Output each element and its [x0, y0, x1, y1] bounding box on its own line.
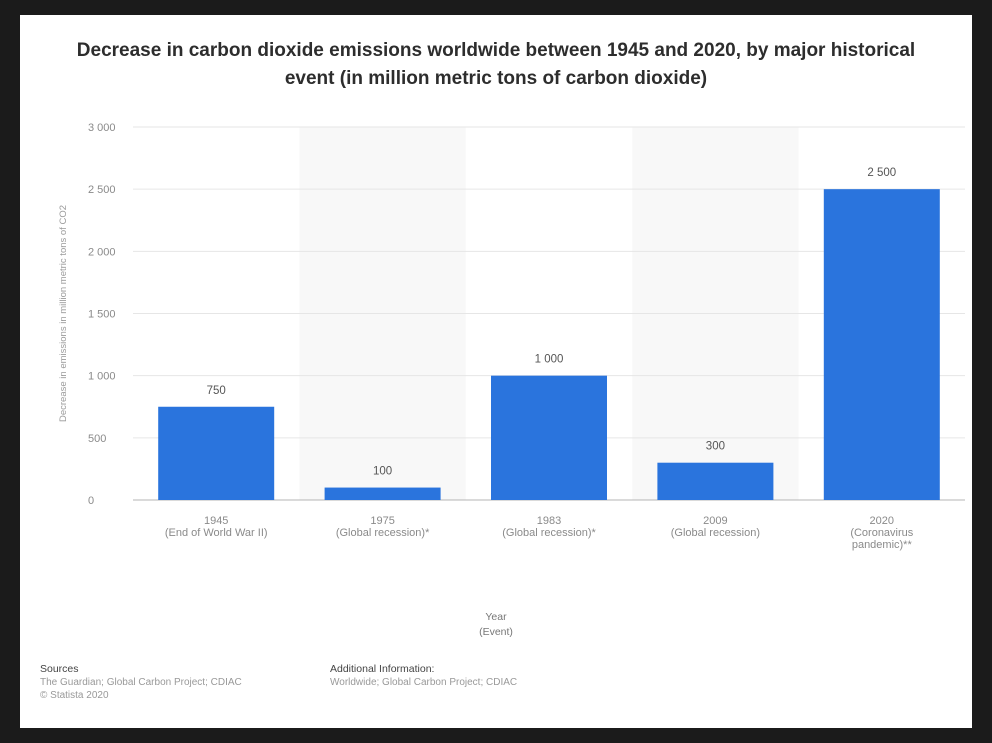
data-label: 2 500 — [867, 167, 896, 179]
x-axis-title-line-2: (Event) — [479, 626, 513, 638]
chart-card: Decrease in carbon dioxide emissions wor… — [20, 15, 972, 728]
bar — [823, 189, 940, 500]
x-tick-label: (Coronavirus — [850, 527, 913, 539]
x-tick-label: (Global recession)* — [502, 527, 596, 539]
x-axis-title: Year (Event) — [20, 610, 972, 640]
sources-line-2[interactable]: © Statista 2020 — [40, 690, 109, 701]
y-tick-label: 2 000 — [88, 246, 116, 258]
data-label: 300 — [706, 441, 725, 453]
additional-info-heading: Additional Information: — [330, 663, 435, 675]
sources-line-1: The Guardian; Global Carbon Project; CDI… — [40, 677, 242, 688]
bar — [491, 375, 607, 500]
x-tick-label: pandemic)** — [852, 539, 913, 551]
data-label: 100 — [373, 466, 392, 478]
x-tick-label: 1975 — [370, 515, 394, 527]
bar — [657, 462, 774, 500]
x-tick-label: 2020 — [870, 515, 894, 527]
y-tick-label: 1 000 — [88, 371, 116, 383]
x-axis-title-line-1: Year — [485, 611, 507, 623]
y-tick-label: 0 — [88, 495, 94, 507]
data-label: 750 — [207, 385, 226, 397]
y-tick-label: 500 — [88, 433, 106, 445]
additional-info-block: Additional Information: Worldwide; Globa… — [330, 663, 517, 689]
y-tick-label: 1 500 — [88, 309, 116, 321]
y-axis-title: Decrease in emissions in million metric … — [58, 205, 69, 422]
bar — [324, 487, 441, 500]
x-tick-label: (Global recession)* — [336, 527, 430, 539]
chart-title: Decrease in carbon dioxide emissions wor… — [76, 40, 916, 89]
x-tick-label: 1945 — [204, 515, 228, 527]
x-tick-label: 1983 — [537, 515, 561, 527]
sources-block: Sources The Guardian; Global Carbon Proj… — [40, 663, 242, 702]
y-tick-label: 2 500 — [88, 184, 116, 196]
x-tick-label: (End of World War II) — [165, 527, 268, 539]
data-label: 1 000 — [535, 354, 564, 366]
additional-info-line-1: Worldwide; Global Carbon Project; CDIAC — [330, 677, 518, 688]
bar — [158, 406, 275, 500]
bar-chart: 0 500 1 000 1 500 2 000 2 500 3 000 Decrease in… — [58, 122, 965, 551]
x-tick-label: (Global recession) — [671, 527, 760, 539]
sources-heading: Sources — [40, 663, 79, 675]
y-tick-label: 3 000 — [88, 122, 116, 134]
x-tick-label: 2009 — [703, 515, 727, 527]
